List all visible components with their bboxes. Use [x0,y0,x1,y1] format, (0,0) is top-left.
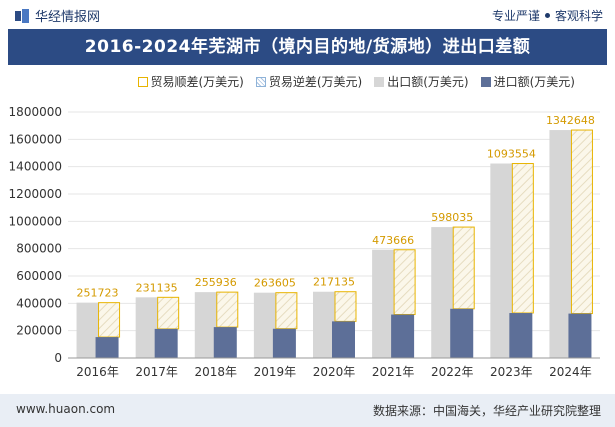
legend-label-export: 出口额(万美元) [387,75,469,89]
legend-swatch-import [480,76,491,87]
surplus-bar [275,292,298,330]
x-tick-label: 2016年 [76,365,119,379]
top-bar: 华经情报网 专业严谨 客观科学 [0,0,615,28]
data-label: 217135 [313,276,355,289]
legend-item-deficit: 贸易逆差(万美元) [255,73,363,90]
import-bar [213,327,237,358]
import-bar [95,337,119,358]
data-label: 263605 [254,277,296,290]
y-tick-label: 600000 [16,269,62,283]
y-tick-label: 400000 [16,296,62,310]
chart-legend: 贸易顺差(万美元) 贸易逆差(万美元) 出口额(万美元) 进口额(万美元) [0,73,615,90]
surplus-bar [393,249,416,315]
data-label: 251723 [77,287,119,300]
export-bar [194,292,218,358]
surplus-bar [98,302,121,338]
legend-label-import: 进口额(万美元) [493,75,575,89]
surplus-bar [511,163,534,314]
y-tick-label: 1600000 [9,132,62,146]
x-tick-label: 2020年 [313,365,356,379]
data-label: 473666 [372,234,414,247]
separator-dot-icon [544,13,550,18]
legend-swatch-surplus [137,76,148,87]
tagline-right: 客观科学 [554,9,603,23]
x-tick-label: 2018年 [195,365,238,379]
y-tick-label: 800000 [16,242,62,256]
import-bar [509,313,533,358]
x-tick-label: 2017年 [135,365,178,379]
import-bar [450,308,474,358]
x-tick-label: 2021年 [372,365,415,379]
bars: 251723 231135 255936 263605 217135 473666 5980… [76,114,595,358]
data-label: 1342648 [546,114,595,127]
legend-swatch-deficit [255,76,266,87]
y-tick-label: 0 [54,351,62,365]
brand-name: 华经情报网 [35,10,101,25]
chart-title: 2016-2024年芜湖市（境内目的地/货源地）进出口差额 [84,37,531,57]
surplus-bar [216,291,239,328]
data-label: 231135 [136,281,178,294]
surplus-bar [334,291,357,322]
legend-swatch-export [374,76,385,87]
legend-item-surplus: 贸易顺差(万美元) [137,73,244,90]
import-bar [391,314,415,358]
bar-chart: 0 200000 400000 600000 800000 1000000 1200000 1… [9,105,600,379]
y-axis: 0 200000 400000 600000 800000 1000000 1200000 1… [9,105,62,365]
tagline: 专业严谨 客观科学 [492,7,603,24]
legend-item-import: 进口额(万美元) [480,73,575,90]
y-tick-label: 1000000 [9,214,62,228]
export-bar [431,227,455,358]
surplus-bar [570,129,593,315]
legend-label-surplus: 贸易顺差(万美元) [150,75,244,89]
import-bar [154,328,178,358]
legend-label-deficit: 贸易逆差(万美元) [268,75,363,89]
y-tick-label: 200000 [16,324,62,338]
x-tick-label: 2019年 [254,365,297,379]
data-label: 598035 [431,211,473,224]
legend-item-export: 出口额(万美元) [374,73,469,90]
x-axis: 2016年 2017年 2018年 2019年 2020年 2021年 2022年 2023年… [68,357,600,379]
data-label: 255936 [195,276,237,289]
logo-icon [15,8,29,23]
export-bar [549,130,573,358]
export-bar [372,249,396,358]
x-tick-label: 2023年 [490,365,533,379]
surplus-bar [452,226,475,310]
export-bar [253,292,277,358]
footer-url: www.huaon.com [16,402,116,416]
surplus-bar [157,296,180,330]
y-tick-label: 1800000 [9,105,62,119]
export-bar [76,302,100,358]
data-label: 1093554 [487,148,536,161]
tagline-left: 专业严谨 [491,9,540,23]
data-source: 数据来源：中国海关，华经产业研究院整理 [372,404,601,418]
export-bar [490,163,514,358]
import-bar [332,321,355,358]
footer: www.huaon.com 数据来源：中国海关，华经产业研究院整理 [0,394,615,427]
brand: 华经情报网 [14,6,100,25]
export-bar [313,291,336,358]
x-tick-label: 2024年 [549,365,592,379]
title-bar: 2016-2024年芜湖市（境内目的地/货源地）进出口差额 [8,29,607,65]
y-tick-label: 1400000 [9,160,62,174]
import-bar [568,313,592,358]
x-tick-label: 2022年 [431,365,474,379]
import-bar [272,328,296,358]
export-bar [135,297,159,358]
y-tick-label: 1200000 [9,187,62,201]
